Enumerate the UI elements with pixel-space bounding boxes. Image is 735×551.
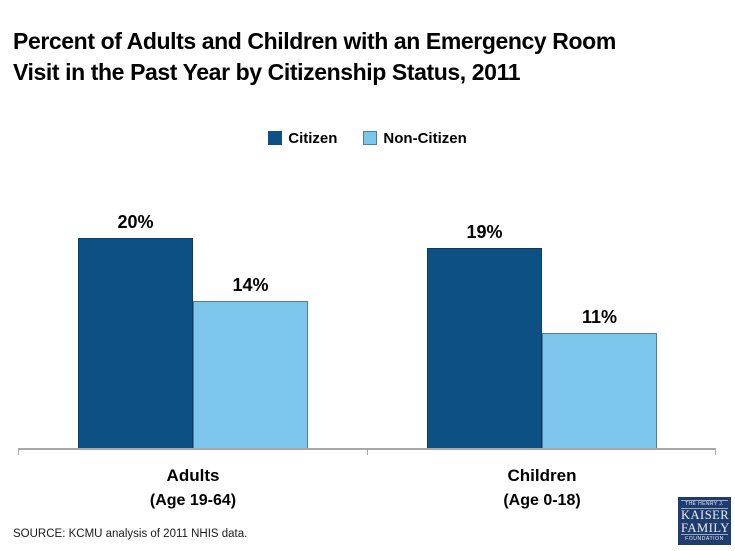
- legend-label-citizen: Citizen: [288, 129, 338, 147]
- bar-adults-citizen: [78, 238, 193, 449]
- bar-slot-children-citizen: 19%: [427, 185, 542, 449]
- citizen-swatch-icon: [268, 131, 283, 145]
- axis-tick: [18, 450, 19, 455]
- category-label-adults: Adults: [166, 466, 220, 485]
- bar-value-adults-non-citizen: 14%: [232, 275, 269, 295]
- non-citizen-swatch-icon: [363, 131, 378, 145]
- category-sublabel-adults: (Age 19-64): [149, 492, 237, 509]
- bar-slot-adults-citizen: 20%: [78, 185, 193, 449]
- source-note: SOURCE: KCMU analysis of 2011 NHIS data.: [13, 528, 248, 540]
- legend-item-citizen: Citizen: [268, 130, 337, 147]
- legend: Citizen Non-Citizen: [0, 129, 735, 147]
- bar-children-citizen: [427, 248, 542, 449]
- chart-title: Percent of Adults and Children with an E…: [13, 28, 616, 85]
- kaiser-family-foundation-logo: THE HENRY J. KAISER FAMILY FOUNDATION: [678, 497, 731, 545]
- bar-slot-adults-non-citizen: 14%: [193, 185, 308, 449]
- logo-line-foundation: FOUNDATION: [681, 533, 728, 543]
- x-axis-line: [18, 448, 716, 450]
- bar-value-adults-citizen: 20%: [117, 212, 154, 232]
- axis-tick: [367, 450, 368, 455]
- legend-item-non-citizen: Non-Citizen: [363, 129, 467, 147]
- bar-children-non-citizen: [542, 333, 657, 449]
- bar-adults-non-citizen: [193, 301, 308, 449]
- bar-value-children-non-citizen: 11%: [581, 307, 618, 327]
- category-label-children: Children: [507, 466, 577, 485]
- logo-line-family: FAMILY: [681, 520, 730, 535]
- axis-tick: [715, 450, 716, 455]
- logo-line-henry-j: THE HENRY J.: [681, 500, 728, 509]
- bar-slot-children-non-citizen: 11%: [542, 185, 657, 449]
- legend-label-non-citizen: Non-Citizen: [383, 129, 467, 147]
- category-sublabel-children: (Age 0-18): [503, 492, 581, 509]
- logo-line-kaiser: KAISER: [681, 508, 730, 523]
- bar-value-children-citizen: 19%: [466, 222, 503, 242]
